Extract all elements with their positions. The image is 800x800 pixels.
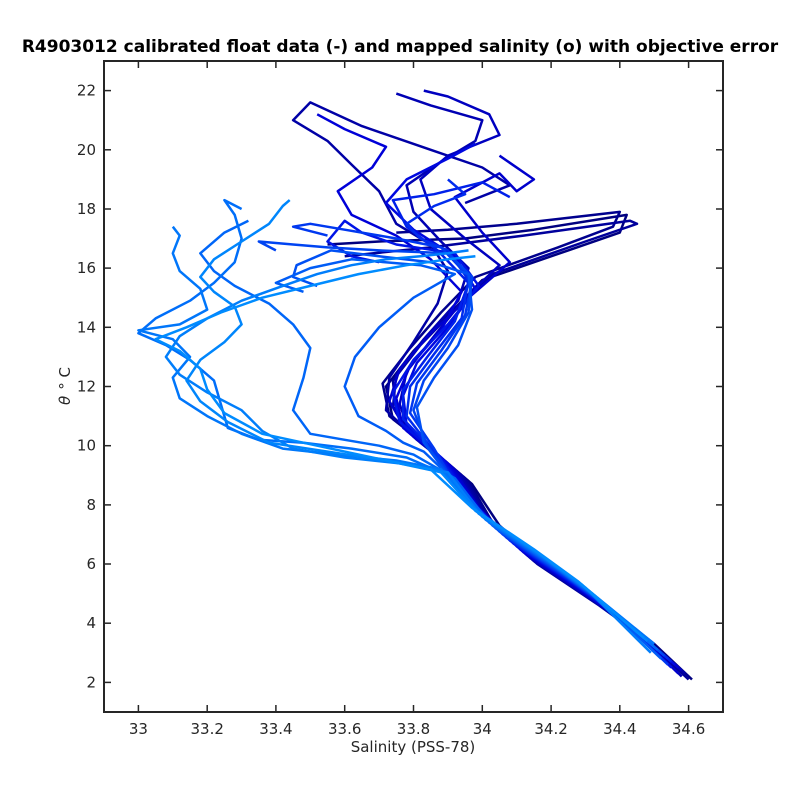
y-tick-label: 20 <box>77 141 96 159</box>
x-tick-label: 33.8 <box>397 720 430 738</box>
profile-line-19 <box>137 225 655 645</box>
y-tick-label: 8 <box>86 496 96 514</box>
plot-area: 33 33.2 33.4 33.6 33.8 34 34.2 34.4 34.6 2 4 6 8 10 12… <box>77 60 724 738</box>
y-tick-label: 18 <box>77 200 96 218</box>
y-tick-label: 6 <box>86 555 96 573</box>
x-tick-label: 34.6 <box>672 720 705 738</box>
x-axis-label: Salinity (PSS-78) <box>351 738 476 756</box>
x-tick-label: 33.6 <box>328 720 361 738</box>
y-tick-label: 2 <box>86 673 96 691</box>
y-tick-label: 22 <box>77 82 96 100</box>
x-tick-label: 33.2 <box>190 720 223 738</box>
y-tick-label: 16 <box>77 259 96 277</box>
profile-line-20 <box>164 249 652 654</box>
x-tick-label: 34.4 <box>603 720 636 738</box>
y-axis-label: θ ° C <box>56 367 74 405</box>
x-tick-label: 34.2 <box>534 720 567 738</box>
y-tick-label: 4 <box>86 614 96 632</box>
y-tick-label: 10 <box>77 437 96 455</box>
profile-line-22 <box>154 255 645 639</box>
chart-title: R4903012 calibrated float data (-) and m… <box>22 37 779 57</box>
y-tick-label: 12 <box>77 378 96 396</box>
y-axis-label-text: θ ° C <box>56 367 74 405</box>
ticks-group: 33 33.2 33.4 33.6 33.8 34 34.2 34.4 34.6 2 4 6 8 10 12… <box>77 61 723 738</box>
profile-line-21 <box>185 199 649 642</box>
x-tick-label: 34 <box>473 720 492 738</box>
y-axis-label-unit: ° C <box>56 367 74 390</box>
data-series-group <box>137 89 693 681</box>
y-tick-label: 14 <box>77 318 96 336</box>
x-tick-label: 33 <box>129 720 148 738</box>
y-axis-label-symbol: θ <box>56 396 74 405</box>
x-tick-label: 33.4 <box>259 720 292 738</box>
